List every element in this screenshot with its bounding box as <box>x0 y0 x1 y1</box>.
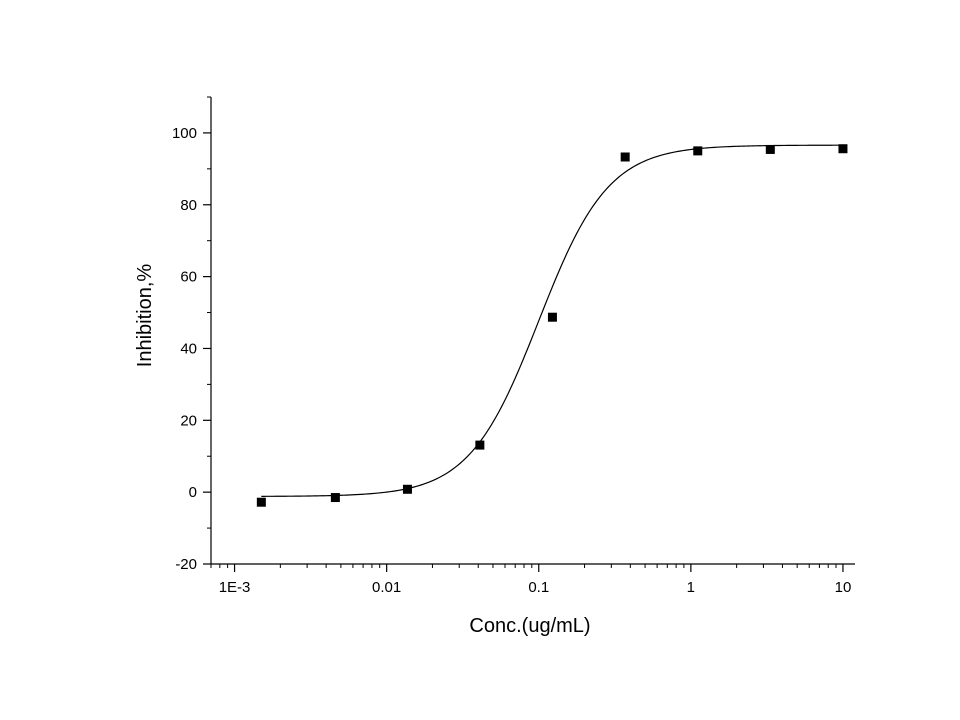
data-point <box>547 312 557 322</box>
y-tick-label: 20 <box>180 412 197 429</box>
x-tick-label: 0.01 <box>372 579 401 596</box>
data-point <box>330 493 340 503</box>
data-markers <box>256 144 848 507</box>
y-tick-label: 0 <box>189 484 197 501</box>
x-axis: 1E-3 0.01 0.1 1 10 <box>210 563 855 596</box>
x-tick-label: 10 <box>835 579 852 596</box>
x-tick-label: 0.1 <box>528 579 549 596</box>
data-point <box>256 497 266 507</box>
data-point <box>838 144 848 154</box>
y-tick-label: 80 <box>180 197 197 214</box>
data-point <box>475 440 485 450</box>
y-axis: -20 0 20 40 60 80 100 <box>172 96 212 573</box>
y-tick-label: 40 <box>180 340 197 357</box>
data-point <box>765 144 775 154</box>
x-tick-label: 1E-3 <box>219 579 251 596</box>
y-tick-label: 100 <box>172 125 197 142</box>
x-tick-label: 1 <box>687 579 695 596</box>
data-point <box>402 484 412 494</box>
y-axis-title: Inhibition,% <box>134 264 156 368</box>
data-point <box>620 152 630 162</box>
fit-curve <box>261 144 843 497</box>
x-axis-title: Conc.(ug/mL) <box>469 615 590 637</box>
y-tick-label: -20 <box>175 556 197 573</box>
y-tick-label: 60 <box>180 269 197 286</box>
data-point <box>693 146 703 156</box>
